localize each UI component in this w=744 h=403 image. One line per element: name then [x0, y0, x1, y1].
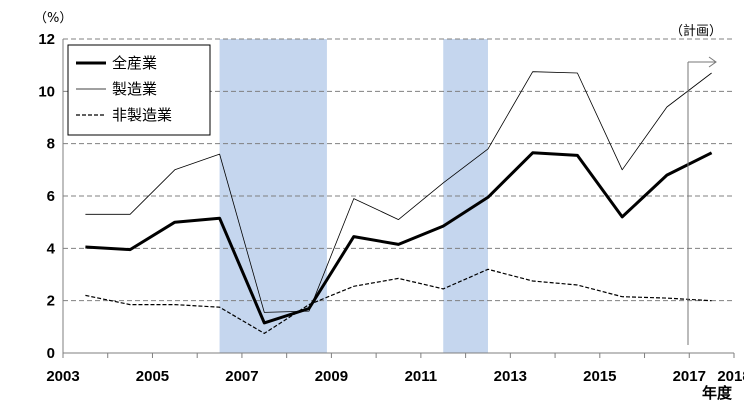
x-tick-label: 2017 [673, 368, 706, 385]
axes [62, 39, 735, 358]
x-axis-label: 年度 [702, 384, 733, 402]
plan-label: （計画） [670, 23, 722, 39]
y-tick-label: 6 [47, 188, 55, 205]
x-tick-label: 2013 [494, 368, 527, 385]
x-tick-label: 2005 [136, 368, 169, 385]
y-tick-label: 8 [47, 136, 55, 153]
y-unit-label: （%） [34, 11, 72, 26]
series-line-dashed [85, 268, 712, 334]
series-line-thick [85, 151, 713, 325]
x-tick-label: 2003 [46, 368, 79, 385]
legend-label: 製造業 [112, 80, 157, 98]
x-tick-labels: 2003 2005 2007 2009 2011 2013 2015 2017 2018 [46, 368, 744, 385]
legend-label: 全産業 [112, 54, 157, 72]
y-tick-label: 4 [47, 240, 56, 257]
y-tick-label: 12 [38, 31, 55, 48]
y-tick-labels: 0 2 4 6 8 10 12 [38, 31, 55, 362]
x-tick-label: 2018 [717, 368, 744, 385]
plan-arrow-head [708, 56, 717, 68]
x-tick-label: 2007 [225, 368, 258, 385]
y-tick-label: 10 [38, 83, 55, 100]
series-lines [85, 71, 713, 334]
x-tick-label: 2015 [583, 368, 616, 385]
legend-box [67, 44, 211, 136]
series-line-thin [85, 71, 712, 313]
x-tick-label: 2011 [405, 368, 438, 385]
plan-arrow [687, 56, 717, 345]
y-tick-label: 2 [47, 293, 55, 310]
legend-label: 非製造業 [112, 106, 172, 124]
y-tick-label: 0 [47, 345, 55, 362]
x-tick-label: 2009 [315, 368, 348, 385]
